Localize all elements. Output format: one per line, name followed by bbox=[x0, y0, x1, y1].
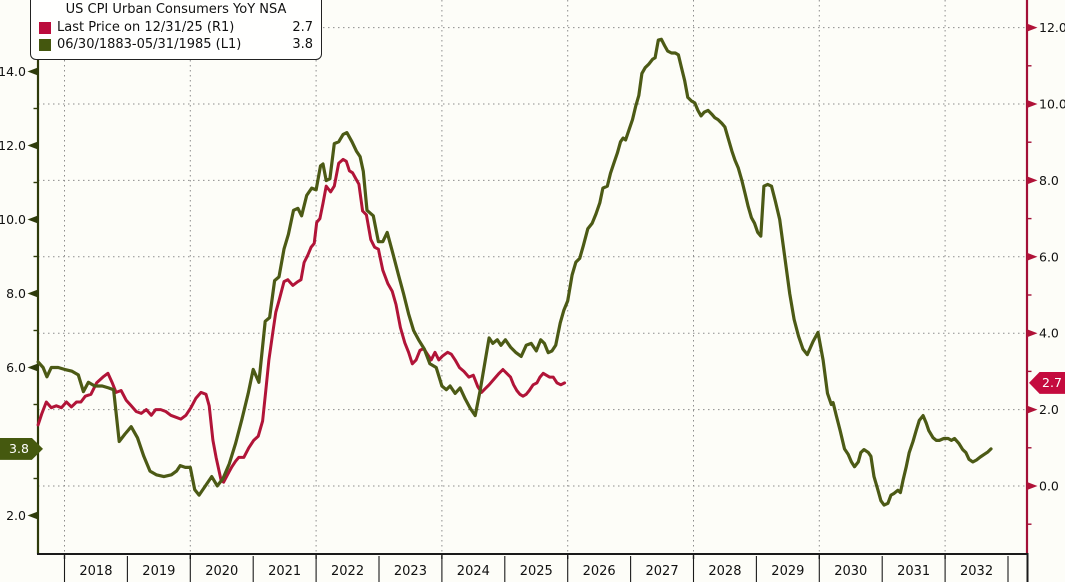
right-axis-tick-arrow bbox=[1027, 482, 1038, 490]
legend-item-red: Last Price on 12/31/25 (R1) 2.7 bbox=[39, 19, 313, 36]
year-label: 2018 bbox=[79, 564, 112, 579]
right-axis-label: 10.0 bbox=[1039, 97, 1065, 112]
right-axis-label: 12.0 bbox=[1039, 20, 1065, 35]
year-label: 2030 bbox=[834, 564, 867, 579]
year-label: 2022 bbox=[331, 564, 364, 579]
left-axis-last-value-badge: 3.8 bbox=[0, 437, 43, 460]
left-axis-label: 6.0 bbox=[6, 360, 26, 375]
right-axis-tick-arrow bbox=[1027, 329, 1038, 338]
red-series-value: 2.7 bbox=[292, 20, 313, 35]
year-label: 2027 bbox=[646, 564, 679, 579]
green-series-swatch bbox=[39, 38, 51, 51]
year-label: 2019 bbox=[142, 564, 175, 579]
left-badge-value: 3.8 bbox=[9, 441, 29, 457]
red-series-label: Last Price on 12/31/25 (R1) bbox=[57, 20, 235, 35]
year-label: 2029 bbox=[771, 564, 804, 579]
left-axis-tick-arrow bbox=[27, 141, 38, 150]
right-axis-tick-arrow bbox=[1027, 252, 1038, 261]
year-label: 2020 bbox=[205, 564, 238, 579]
left-axis-tick-arrow bbox=[27, 67, 38, 76]
year-label: 2023 bbox=[394, 564, 427, 579]
right-axis-tick-arrow bbox=[1027, 23, 1038, 32]
red-series-line bbox=[36, 157, 567, 484]
right-axis-tick-arrow bbox=[1027, 405, 1038, 414]
left-axis-tick-arrow bbox=[27, 215, 38, 224]
chart-title: US CPI Urban Consumers YoY NSA bbox=[65, 2, 287, 17]
left-axis-tick-arrow bbox=[27, 363, 38, 372]
right-axis-last-value-badge: 2.7 bbox=[1029, 371, 1065, 394]
year-label: 2025 bbox=[520, 564, 553, 579]
left-axis-tick-arrow bbox=[27, 289, 38, 298]
left-axis-label: 2.0 bbox=[6, 508, 26, 523]
green-series-line bbox=[36, 37, 993, 507]
year-label: 2028 bbox=[708, 564, 741, 579]
left-axis-label: 14.0 bbox=[0, 64, 26, 79]
green-series-value: 3.8 bbox=[292, 37, 313, 52]
right-axis-label: 8.0 bbox=[1039, 173, 1059, 188]
left-axis-label: 12.0 bbox=[0, 138, 26, 153]
right-axis-tick-arrow bbox=[1027, 176, 1038, 185]
right-axis-label: 6.0 bbox=[1039, 249, 1059, 264]
green-series-label: 06/30/1883-05/31/1985 (L1) bbox=[57, 37, 242, 52]
year-label: 2026 bbox=[583, 564, 616, 579]
right-axis-label: 2.0 bbox=[1039, 402, 1059, 417]
left-axis-label: 10.0 bbox=[0, 212, 26, 227]
year-label: 2024 bbox=[457, 564, 490, 579]
right-badge-value: 2.7 bbox=[1042, 375, 1062, 391]
right-axis-label: 4.0 bbox=[1039, 326, 1059, 341]
year-label: 2021 bbox=[268, 564, 301, 579]
year-label: 2032 bbox=[960, 564, 993, 579]
legend-item-green: 06/30/1883-05/31/1985 (L1) 3.8 bbox=[39, 36, 313, 53]
right-axis-label: 0.0 bbox=[1039, 479, 1059, 494]
red-series-swatch bbox=[39, 21, 51, 34]
left-axis-label: 8.0 bbox=[6, 286, 26, 301]
right-axis-tick-arrow bbox=[1027, 100, 1038, 108]
left-axis-tick-arrow bbox=[27, 511, 38, 520]
year-label: 2031 bbox=[897, 564, 930, 579]
legend-box[interactable]: US CPI Urban Consumers YoY NSA Last Pric… bbox=[30, 0, 322, 60]
